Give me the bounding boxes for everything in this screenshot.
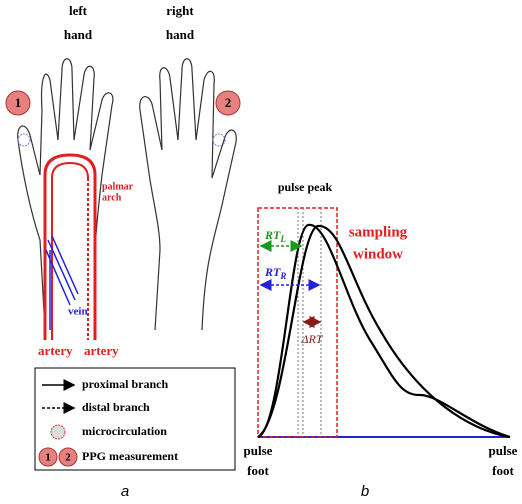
- label: artery: [84, 343, 119, 358]
- label: RT: [264, 228, 281, 242]
- label: pulse peak: [278, 180, 333, 194]
- label: foot: [247, 463, 269, 478]
- left-hand: [18, 59, 113, 330]
- label: hand: [64, 27, 93, 42]
- caption: b: [361, 483, 369, 500]
- legend-text: distal branch: [82, 400, 150, 414]
- panel-a: left hand right hand palmar arch vein ar…: [6, 3, 240, 500]
- legend-icon: [51, 425, 65, 439]
- label: artery: [38, 343, 73, 358]
- label: sampling: [349, 224, 408, 240]
- caption: a: [121, 483, 129, 500]
- legend-text: microcirculation: [82, 424, 167, 438]
- legend-text: 1: [45, 452, 51, 464]
- label: window: [353, 246, 403, 262]
- label: vein: [68, 306, 88, 318]
- label: palmar: [102, 181, 134, 192]
- label: L: [279, 234, 286, 244]
- marker-label: 1: [15, 95, 22, 110]
- label: RT: [264, 265, 281, 279]
- microcirculation-icon: [18, 134, 30, 146]
- microcirculation-icon: [213, 134, 225, 146]
- label: hand: [166, 27, 195, 42]
- label: R: [279, 271, 286, 281]
- label: pulse: [489, 443, 518, 458]
- label: pulse: [244, 443, 273, 458]
- panel-b: pulse peak sampling window RTL RTR ΔRT p…: [244, 180, 518, 500]
- label: RTL: [264, 228, 286, 244]
- label: arch: [102, 192, 122, 203]
- figure: left hand right hand palmar arch vein ar…: [0, 0, 522, 504]
- sampling-window: [258, 208, 337, 437]
- label: left: [69, 3, 88, 18]
- marker-label: 2: [225, 95, 232, 110]
- legend-text: proximal branch: [82, 377, 168, 391]
- legend-text: 2: [65, 452, 71, 464]
- label: ΔRT: [300, 332, 323, 346]
- legend-text: PPG measurement: [82, 449, 178, 463]
- label: foot: [492, 463, 514, 478]
- label: RTR: [264, 265, 286, 281]
- label: right: [166, 3, 194, 18]
